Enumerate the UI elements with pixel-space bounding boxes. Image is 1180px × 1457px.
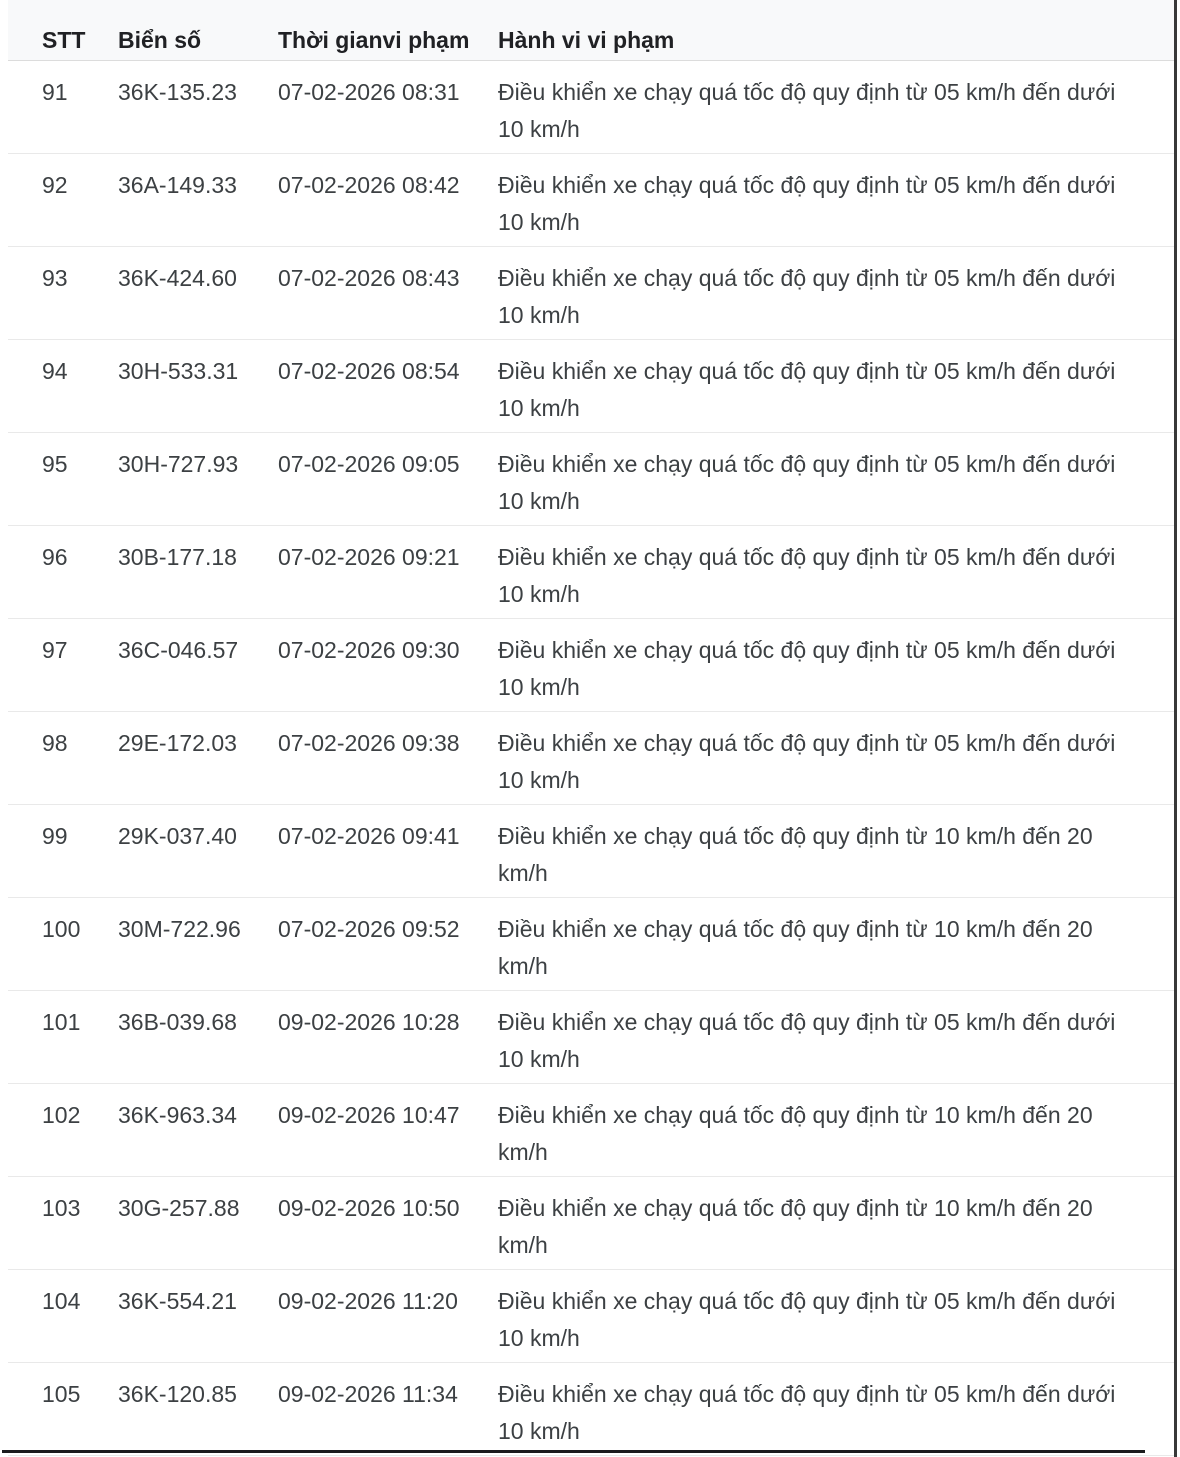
cell-stt: 98	[42, 730, 68, 756]
cell-violation-time: 07-02-2026 09:38	[278, 730, 460, 756]
table-header-row: STT Biển số Thời gianvi phạm Hành vi vi …	[8, 0, 1174, 61]
table-bottom-border	[2, 1450, 1145, 1453]
cell-violation-time: 07-02-2026 09:52	[278, 916, 460, 942]
cell-violation-behavior: Điều khiển xe chạy quá tốc độ quy định t…	[498, 1288, 1116, 1351]
column-header-plate: Biển số	[118, 27, 202, 53]
cell-violation-time: 07-02-2026 09:30	[278, 637, 460, 663]
cell-stt: 92	[42, 172, 68, 198]
cell-violation-behavior: Điều khiển xe chạy quá tốc độ quy định t…	[498, 544, 1116, 607]
cell-violation-time: 09-02-2026 10:47	[278, 1102, 460, 1128]
cell-violation-time: 09-02-2026 10:50	[278, 1195, 460, 1221]
cell-stt: 91	[42, 79, 68, 105]
table-body: 91 36K-135.23 07-02-2026 08:31 Điều khiể…	[8, 61, 1174, 1456]
cell-violation-behavior: Điều khiển xe chạy quá tốc độ quy định t…	[498, 1102, 1093, 1165]
table-row: 98 29E-172.03 07-02-2026 09:38 Điều khiể…	[8, 712, 1174, 805]
cell-plate: 29E-172.03	[118, 730, 237, 756]
cell-plate: 30H-727.93	[118, 451, 239, 477]
cell-violation-time: 07-02-2026 08:42	[278, 172, 460, 198]
cell-plate: 36K-120.85	[118, 1381, 237, 1407]
cell-plate: 36B-039.68	[118, 1009, 237, 1035]
table-row: 91 36K-135.23 07-02-2026 08:31 Điều khiể…	[8, 61, 1174, 154]
column-header-violation-behavior: Hành vi vi phạm	[498, 27, 675, 53]
cell-stt: 99	[42, 823, 68, 849]
cell-plate: 30M-722.96	[118, 916, 241, 942]
cell-violation-behavior: Điều khiển xe chạy quá tốc độ quy định t…	[498, 358, 1116, 421]
table-row: 93 36K-424.60 07-02-2026 08:43 Điều khiể…	[8, 247, 1174, 340]
cell-violation-behavior: Điều khiển xe chạy quá tốc độ quy định t…	[498, 172, 1116, 235]
cell-plate: 36K-424.60	[118, 265, 237, 291]
table-row: 101 36B-039.68 09-02-2026 10:28 Điều khi…	[8, 991, 1174, 1084]
cell-violation-behavior: Điều khiển xe chạy quá tốc độ quy định t…	[498, 451, 1116, 514]
violations-table: STT Biển số Thời gianvi phạm Hành vi vi …	[8, 0, 1174, 1456]
cell-stt: 104	[42, 1288, 81, 1314]
cell-plate: 30H-533.31	[118, 358, 239, 384]
cell-stt: 94	[42, 358, 68, 384]
cell-plate: 30B-177.18	[118, 544, 237, 570]
cell-violation-time: 07-02-2026 08:54	[278, 358, 460, 384]
cell-plate: 36K-963.34	[118, 1102, 237, 1128]
table-row: 96 30B-177.18 07-02-2026 09:21 Điều khiể…	[8, 526, 1174, 619]
cell-stt: 101	[42, 1009, 81, 1035]
cell-violation-time: 09-02-2026 11:34	[278, 1381, 458, 1407]
cell-violation-behavior: Điều khiển xe chạy quá tốc độ quy định t…	[498, 1009, 1116, 1072]
cell-stt: 96	[42, 544, 68, 570]
cell-violation-time: 09-02-2026 10:28	[278, 1009, 460, 1035]
cell-violation-time: 07-02-2026 08:31	[278, 79, 460, 105]
cell-violation-behavior: Điều khiển xe chạy quá tốc độ quy định t…	[498, 823, 1093, 886]
cell-stt: 102	[42, 1102, 81, 1128]
cell-violation-time: 07-02-2026 09:41	[278, 823, 460, 849]
cell-plate: 36A-149.33	[118, 172, 237, 198]
column-header-stt: STT	[42, 27, 86, 53]
column-header-violation-time: Thời gianvi phạm	[278, 27, 470, 53]
cell-violation-behavior: Điều khiển xe chạy quá tốc độ quy định t…	[498, 265, 1116, 328]
table-row: 94 30H-533.31 07-02-2026 08:54 Điều khiể…	[8, 340, 1174, 433]
cell-stt: 97	[42, 637, 68, 663]
cell-plate: 36C-046.57	[118, 637, 239, 663]
cell-plate: 36K-554.21	[118, 1288, 237, 1314]
cell-violation-behavior: Điều khiển xe chạy quá tốc độ quy định t…	[498, 79, 1116, 142]
cell-plate: 29K-037.40	[118, 823, 237, 849]
cell-stt: 103	[42, 1195, 81, 1221]
window-right-edge-line	[1174, 0, 1177, 1457]
cell-violation-behavior: Điều khiển xe chạy quá tốc độ quy định t…	[498, 1195, 1093, 1258]
cell-violation-behavior: Điều khiển xe chạy quá tốc độ quy định t…	[498, 637, 1116, 700]
table-row: 103 30G-257.88 09-02-2026 10:50 Điều khi…	[8, 1177, 1174, 1270]
table-row: 92 36A-149.33 07-02-2026 08:42 Điều khiể…	[8, 154, 1174, 247]
cell-violation-behavior: Điều khiển xe chạy quá tốc độ quy định t…	[498, 916, 1093, 979]
cell-stt: 100	[42, 916, 81, 942]
table-row: 99 29K-037.40 07-02-2026 09:41 Điều khiể…	[8, 805, 1174, 898]
table-row: 100 30M-722.96 07-02-2026 09:52 Điều khi…	[8, 898, 1174, 991]
table-row: 97 36C-046.57 07-02-2026 09:30 Điều khiể…	[8, 619, 1174, 712]
cell-violation-behavior: Điều khiển xe chạy quá tốc độ quy định t…	[498, 730, 1116, 793]
table-row: 102 36K-963.34 09-02-2026 10:47 Điều khi…	[8, 1084, 1174, 1177]
cell-plate: 30G-257.88	[118, 1195, 240, 1221]
table-row: 104 36K-554.21 09-02-2026 11:20 Điều khi…	[8, 1270, 1174, 1363]
cell-violation-time: 07-02-2026 09:05	[278, 451, 460, 477]
table-row: 105 36K-120.85 09-02-2026 11:34 Điều khi…	[8, 1363, 1174, 1456]
table-row: 95 30H-727.93 07-02-2026 09:05 Điều khiể…	[8, 433, 1174, 526]
cell-violation-time: 07-02-2026 09:21	[278, 544, 460, 570]
cell-violation-time: 07-02-2026 08:43	[278, 265, 460, 291]
cell-violation-behavior: Điều khiển xe chạy quá tốc độ quy định t…	[498, 1381, 1116, 1444]
cell-stt: 95	[42, 451, 68, 477]
cell-violation-time: 09-02-2026 11:20	[278, 1288, 458, 1314]
cell-stt: 93	[42, 265, 68, 291]
cell-stt: 105	[42, 1381, 81, 1407]
cell-plate: 36K-135.23	[118, 79, 237, 105]
